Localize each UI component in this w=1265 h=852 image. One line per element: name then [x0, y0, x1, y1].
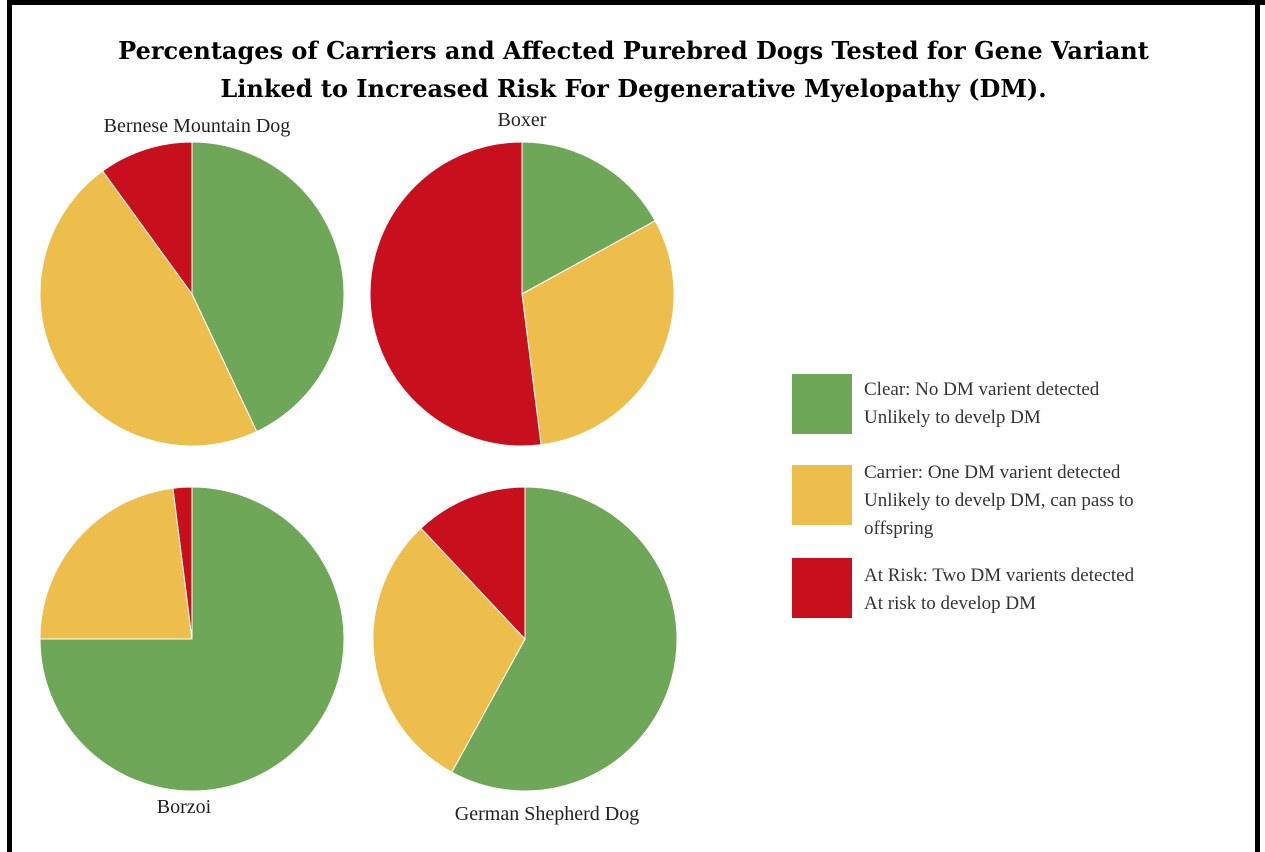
- legend-carrier-line-3: offspring: [864, 518, 934, 539]
- pie-slice-german-shepherd-dog-carrier: [372, 527, 526, 773]
- pie-label-boxer: Boxer: [498, 109, 547, 131]
- pie-german-shepherd-dog: [372, 486, 678, 792]
- pie-slice-borzoi-clear: [39, 486, 345, 792]
- legend-atrisk-line-1: At Risk: Two DM varients detected: [864, 565, 1135, 586]
- chart-title-line-2: Linked to Increased Risk For Degenerativ…: [220, 74, 1047, 103]
- legend-carrier-line-2: Unlikely to develp DM, can pass to: [864, 490, 1134, 511]
- pie-slice-german-shepherd-dog-clear: [451, 486, 678, 792]
- pie-slice-bernese-mountain-dog-atrisk: [101, 141, 193, 296]
- legend-swatch-atrisk: [792, 558, 852, 618]
- pie-slice-german-shepherd-dog-atrisk: [420, 486, 526, 641]
- frame-border-right: [1255, 0, 1260, 852]
- pie-slice-boxer-atrisk: [369, 141, 542, 447]
- pie-label-borzoi: Borzoi: [157, 796, 212, 818]
- legend-clear-line-2: Unlikely to develp DM: [864, 407, 1041, 428]
- pie-label-german-shepherd-dog: German Shepherd Dog: [455, 803, 639, 825]
- pie-slice-borzoi-carrier: [39, 487, 193, 640]
- pie-slice-bernese-mountain-dog-carrier: [39, 170, 258, 447]
- pie-boxer: [369, 141, 675, 447]
- legend-clear-line-1: Clear: No DM varient detected: [864, 379, 1100, 400]
- pie-label-bernese-mountain-dog: Bernese Mountain Dog: [104, 115, 291, 137]
- legend-text-clear: Clear: No DM varient detected Unlikely t…: [864, 376, 1244, 432]
- pie-slice-bernese-mountain-dog-clear: [191, 141, 345, 433]
- chart-title: Percentages of Carriers and Affected Pur…: [12, 32, 1255, 108]
- pie-bernese-mountain-dog: [39, 141, 345, 447]
- chart-title-line-1: Percentages of Carriers and Affected Pur…: [118, 36, 1149, 65]
- pie-slice-borzoi-atrisk: [172, 486, 193, 640]
- pie-slice-boxer-clear: [521, 141, 656, 295]
- frame-border-left: [7, 0, 12, 852]
- legend-atrisk-line-2: At risk to develop DM: [864, 593, 1037, 614]
- legend-text-carrier: Carrier: One DM varient detected Unlikel…: [864, 459, 1244, 543]
- legend-swatch-clear: [792, 374, 852, 434]
- frame-border-top: [7, 0, 1265, 5]
- legend-carrier-line-1: Carrier: One DM varient detected: [864, 462, 1121, 483]
- legend-text-atrisk: At Risk: Two DM varients detected At ris…: [864, 562, 1244, 618]
- pie-slice-boxer-carrier: [521, 220, 675, 446]
- pie-borzoi: [39, 486, 345, 792]
- legend-swatch-carrier: [792, 465, 852, 525]
